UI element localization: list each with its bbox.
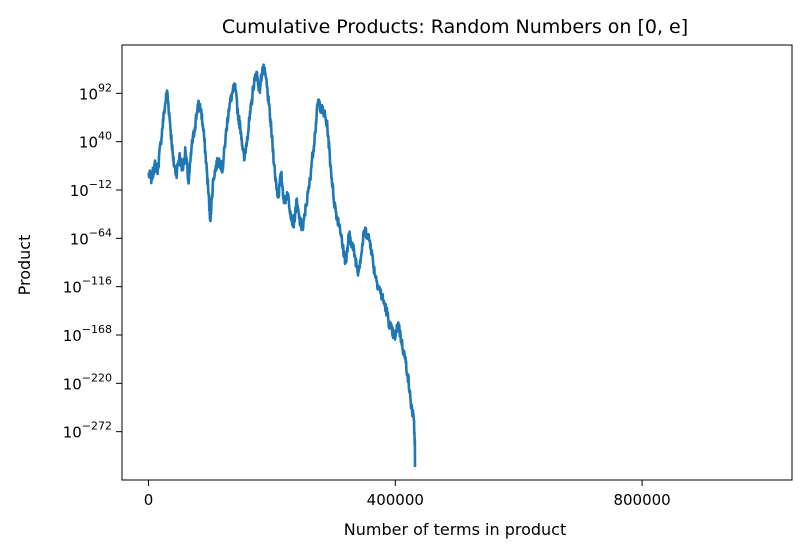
y-tick-label: 10−64 [70,226,112,248]
plot-area [121,44,793,481]
x-axis-ticks: 0 400000 800000 [144,480,671,509]
y-axis-label: Product [15,235,34,296]
y-tick-label: 1040 [79,130,112,152]
y-tick-label: 10−116 [63,275,112,297]
x-tick-label: 800000 [613,491,670,509]
y-axis-ticks: 1092 1040 10−12 10−64 10−116 10−168 10−220 10−2… [63,81,122,442]
y-tick-label: 10−272 [63,420,112,442]
plot-frame [121,44,793,481]
data-series-line [147,63,417,468]
y-tick-label: 1092 [79,81,112,103]
chart-title: Cumulative Products: Random Numbers on [… [222,16,688,38]
x-tick-label: 400000 [367,491,424,509]
y-tick-label: 10−168 [63,323,112,345]
y-tick-label: 10−12 [70,178,112,200]
y-tick-label: 10−220 [63,371,112,393]
x-axis-label: Number of terms in product [344,520,567,539]
x-tick-label: 0 [144,491,154,509]
